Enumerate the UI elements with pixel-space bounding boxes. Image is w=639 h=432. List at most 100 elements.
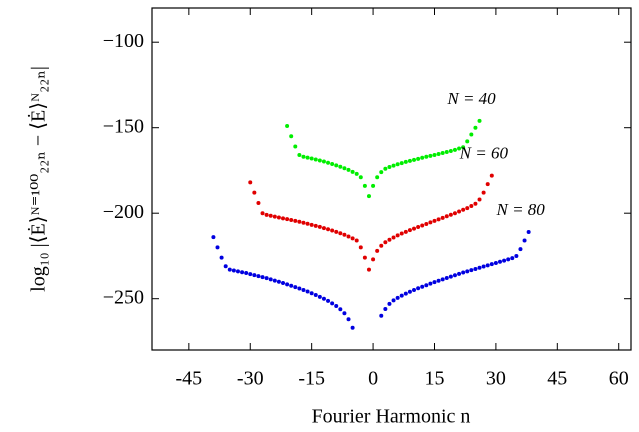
data-point xyxy=(301,220,306,225)
data-point xyxy=(391,163,396,168)
data-point xyxy=(432,153,437,158)
data-point xyxy=(489,173,494,178)
data-point xyxy=(432,280,437,285)
data-point xyxy=(497,259,502,264)
data-point xyxy=(412,287,417,292)
data-point xyxy=(354,238,359,243)
data-point xyxy=(305,155,310,160)
data-point xyxy=(321,159,326,164)
data-point xyxy=(465,206,470,211)
data-point xyxy=(256,200,261,205)
data-point xyxy=(461,145,466,150)
data-point xyxy=(334,229,339,234)
data-point xyxy=(281,280,286,285)
data-point xyxy=(465,269,470,274)
x-tick-label: 15 xyxy=(424,368,444,390)
data-point xyxy=(391,298,396,303)
data-point xyxy=(305,221,310,226)
data-point xyxy=(215,245,220,250)
data-point xyxy=(285,282,290,287)
data-point xyxy=(448,148,453,153)
data-point xyxy=(428,220,433,225)
data-point xyxy=(252,190,257,195)
data-point xyxy=(260,211,265,216)
data-point xyxy=(510,256,515,261)
data-point xyxy=(297,219,302,224)
data-point xyxy=(305,289,310,294)
data-point xyxy=(358,175,363,180)
data-point xyxy=(330,301,335,306)
data-point xyxy=(481,264,486,269)
data-point xyxy=(301,287,306,292)
data-point xyxy=(366,194,371,199)
data-point xyxy=(485,263,490,268)
data-point xyxy=(424,221,429,226)
data-point xyxy=(387,165,392,170)
data-point xyxy=(223,264,228,269)
data-point xyxy=(297,153,302,158)
data-point xyxy=(493,260,498,265)
data-point xyxy=(354,171,359,176)
data-point xyxy=(436,278,441,283)
data-point xyxy=(272,278,277,283)
data-point xyxy=(330,228,335,233)
data-point xyxy=(383,166,388,171)
data-point xyxy=(338,307,343,312)
data-point xyxy=(264,276,269,281)
data-point xyxy=(326,160,331,165)
data-point xyxy=(264,212,269,217)
data-point xyxy=(346,234,351,239)
data-point xyxy=(469,268,474,273)
data-point xyxy=(461,270,466,275)
data-point xyxy=(293,144,298,149)
y-tick-label: −150 xyxy=(103,115,144,137)
data-point xyxy=(440,151,445,156)
data-point xyxy=(416,225,421,230)
y-tick-label: −250 xyxy=(103,286,144,308)
data-point xyxy=(309,156,314,161)
x-tick-label: -45 xyxy=(176,368,203,390)
data-point xyxy=(313,292,318,297)
data-point xyxy=(395,233,400,238)
data-point xyxy=(432,218,437,223)
data-point xyxy=(289,134,294,139)
y-tick-label: −200 xyxy=(103,201,144,223)
data-point xyxy=(461,207,466,212)
data-point xyxy=(416,286,421,291)
data-point xyxy=(350,325,355,330)
data-point xyxy=(379,170,384,175)
data-point xyxy=(399,161,404,166)
data-point xyxy=(444,276,449,281)
data-point xyxy=(412,226,417,231)
data-point xyxy=(293,285,298,290)
data-point xyxy=(248,272,253,277)
data-point xyxy=(326,227,331,232)
data-point xyxy=(326,298,331,303)
data-point xyxy=(452,147,457,152)
data-point xyxy=(321,296,326,301)
data-point xyxy=(289,218,294,223)
data-point xyxy=(317,158,322,163)
data-point xyxy=(420,155,425,160)
data-point xyxy=(313,223,318,228)
y-axis-title: log₁₀ |⟨Ė⟩ᴺ⁼¹⁰⁰₂₂ₙ − ⟨Ė⟩ᴺ₂₂ₙ| xyxy=(27,66,50,292)
data-point xyxy=(395,162,400,167)
data-point xyxy=(276,215,281,220)
x-tick-label: 60 xyxy=(609,368,629,390)
series-label: N = 40 xyxy=(446,89,496,108)
data-point xyxy=(289,283,294,288)
data-point xyxy=(473,266,478,271)
data-point xyxy=(293,218,298,223)
data-point xyxy=(342,166,347,171)
data-point xyxy=(301,154,306,159)
x-tick-label: 45 xyxy=(547,368,567,390)
data-point xyxy=(399,293,404,298)
data-point xyxy=(436,152,441,157)
data-point xyxy=(420,223,425,228)
data-point xyxy=(313,157,318,162)
data-point xyxy=(457,271,462,276)
data-point xyxy=(428,281,433,286)
x-tick-label: 0 xyxy=(368,368,378,390)
data-point xyxy=(342,311,347,316)
